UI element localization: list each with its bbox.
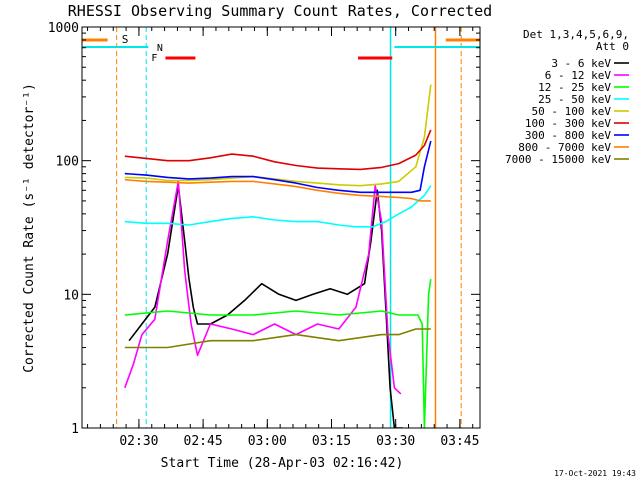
footer-date: 17-Oct-2021 19:43	[554, 469, 636, 478]
x-tick-label: 02:30	[119, 434, 158, 449]
legend-label: 12 - 25 keV	[538, 81, 611, 94]
series-group	[124, 84, 432, 428]
legend-label: 3 - 6 keV	[551, 57, 611, 70]
legend-label: 100 - 300 keV	[525, 117, 611, 130]
legend-label: 300 - 800 keV	[525, 129, 611, 142]
y-axis-label: Corrected Count Rate (s⁻¹ detector⁻¹)	[22, 83, 37, 373]
series-line-50-100-kev	[124, 84, 432, 187]
y-tick-label: 100	[56, 155, 79, 170]
s-flag-label: S	[122, 33, 129, 46]
series-line-300-800-kev	[124, 140, 432, 194]
y-tick-label: 10	[63, 288, 79, 303]
legend-header-line-1: Det 1,3,4,5,6,9,	[523, 28, 629, 41]
series-line-100-300-kev	[124, 129, 432, 171]
plot-marks: S NF	[82, 27, 480, 428]
legend-label: 50 - 100 keV	[532, 105, 612, 118]
x-tick-label: 03:15	[312, 434, 351, 449]
y-tick-label: 1000	[48, 21, 79, 36]
legend-label: 7000 - 15000 keV	[505, 153, 611, 166]
legend-label: 800 - 7000 keV	[518, 141, 611, 154]
series-line-12-25-kev	[124, 278, 432, 428]
n-flag-label: N	[157, 43, 163, 54]
x-tick-label: 03:45	[440, 434, 479, 449]
plot-frame	[81, 26, 481, 429]
y-axis: 1 10 100 1000	[48, 21, 480, 437]
series-line-7000-15000-kev	[124, 328, 431, 349]
x-tick-label: 02:45	[184, 434, 223, 449]
x-axis: 02:30 02:45 03:00 03:15 03:30 03:45	[87, 27, 479, 449]
legend-label: 25 - 50 keV	[538, 93, 611, 106]
chart-title: RHESSI Observing Summary Count Rates, Co…	[68, 2, 492, 20]
x-axis-label: Start Time (28-Apr-03 02:16:42)	[161, 456, 404, 471]
legend-label: 6 - 12 keV	[545, 69, 612, 82]
legend-header-line-2: Att 0	[596, 40, 629, 53]
y-tick-label: 1	[71, 422, 79, 437]
series-line-25-50-kev	[124, 185, 432, 228]
series-line-6-12-kev	[124, 180, 402, 395]
series-line-800-7000-kev	[124, 178, 431, 202]
x-tick-label: 03:00	[248, 434, 287, 449]
f-flag-label: F	[151, 53, 157, 64]
x-tick-label: 03:30	[376, 434, 415, 449]
